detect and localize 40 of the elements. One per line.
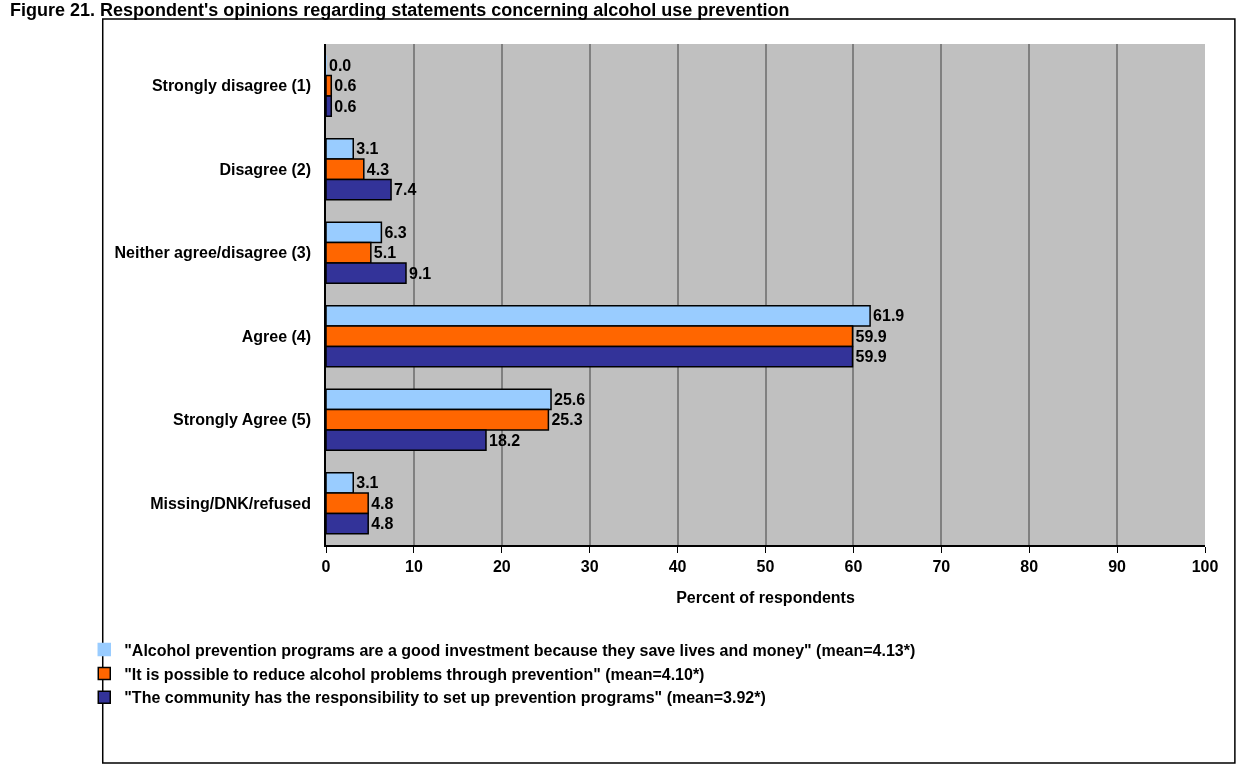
data-label: 4.3 <box>366 160 390 178</box>
x-tick-label: 70 <box>932 557 951 575</box>
data-label: 61.9 <box>873 307 905 325</box>
legend-label: "It is possible to reduce alcohol problems through prevention" (mean=4.10*) <box>124 665 705 683</box>
x-tick-label: 40 <box>668 557 687 575</box>
x-tick-label: 80 <box>1020 557 1039 575</box>
x-tick-label: 60 <box>844 557 863 575</box>
legend-label: "Alcohol prevention programs are a good investment because they save lives and money" (mean=4.13*) <box>124 641 916 659</box>
x-tick-label: 10 <box>405 557 423 575</box>
x-tick-label: 100 <box>1191 557 1219 575</box>
data-label: 25.3 <box>551 411 583 429</box>
data-label: 25.6 <box>554 390 586 408</box>
legend-label: "The community has the responsibility to set up prevention programs" (mean=3.92*) <box>124 689 766 707</box>
data-label: 5.1 <box>373 244 397 262</box>
data-label: 59.9 <box>855 348 887 366</box>
data-label: 3.1 <box>356 140 379 158</box>
y-tick-label: Neither agree/disagree (3) <box>114 244 312 262</box>
data-label: 0.6 <box>334 77 357 95</box>
data-label: 0.0 <box>329 56 352 74</box>
data-label: 3.1 <box>356 474 379 492</box>
x-axis-title: Percent of respondents <box>676 589 855 607</box>
x-tick-label: 30 <box>580 557 599 575</box>
y-tick-label: Agree (4) <box>241 327 312 345</box>
data-label: 4.8 <box>371 515 394 533</box>
x-tick-label: 0 <box>321 557 331 575</box>
y-tick-label: Strongly disagree (1) <box>151 77 312 95</box>
x-tick-label: 20 <box>492 557 511 575</box>
data-label: 0.6 <box>334 97 357 115</box>
data-label: 4.8 <box>371 494 394 512</box>
data-label: 9.1 <box>408 264 432 282</box>
data-label: 6.3 <box>384 223 407 241</box>
x-tick-label: 50 <box>756 557 775 575</box>
data-label: 7.4 <box>394 181 417 199</box>
y-tick-label: Missing/DNK/refused <box>150 494 312 512</box>
x-tick-label: 90 <box>1108 557 1127 575</box>
y-tick-label: Disagree (2) <box>219 160 312 178</box>
data-label: 18.2 <box>488 431 521 449</box>
chart-title: Figure 21. Respondent's opinions regarding statements concerning alcohol use prevention <box>9 0 790 21</box>
y-tick-label: Strongly Agree (5) <box>172 411 312 429</box>
data-label: 59.9 <box>855 327 887 345</box>
